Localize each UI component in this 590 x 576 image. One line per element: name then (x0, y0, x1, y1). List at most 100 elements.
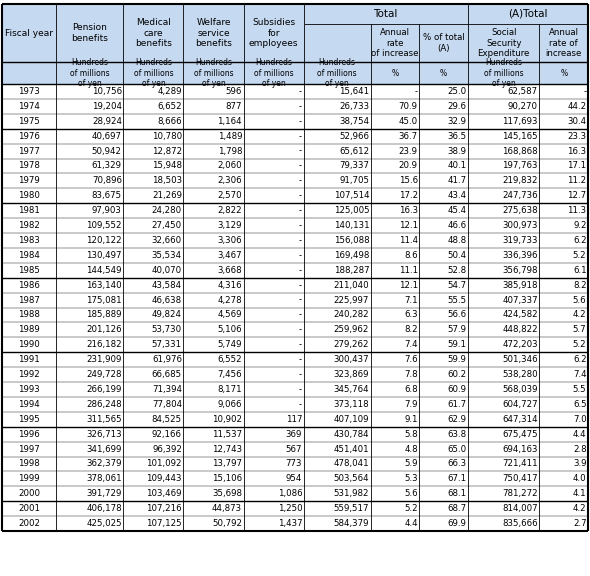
Bar (304, 293, 371, 308)
Text: Hundreds
of millions
of yen: Hundreds of millions of yen (133, 58, 173, 88)
Bar (2, 203, 56, 218)
Bar (419, 486, 468, 501)
Bar (183, 397, 244, 412)
Text: Hundreds
of millions
of yen: Hundreds of millions of yen (70, 58, 110, 88)
Text: 10,780: 10,780 (152, 132, 182, 141)
Text: 391,729: 391,729 (87, 489, 122, 498)
Text: 15,641: 15,641 (339, 87, 369, 96)
Text: 5.8: 5.8 (404, 430, 418, 439)
Bar (123, 84, 183, 99)
Bar (468, 471, 539, 486)
Bar (468, 114, 539, 128)
Bar (123, 248, 183, 263)
Text: 52,966: 52,966 (339, 132, 369, 141)
Text: 4.8: 4.8 (404, 445, 418, 453)
Text: -: - (299, 400, 302, 409)
Bar (419, 338, 468, 352)
Bar (183, 233, 244, 248)
Bar (304, 203, 371, 218)
Text: 1988: 1988 (18, 310, 40, 320)
Text: 8.6: 8.6 (404, 251, 418, 260)
Text: 52.8: 52.8 (447, 266, 466, 275)
Bar (244, 218, 304, 233)
Text: 12,743: 12,743 (212, 445, 242, 453)
Text: 1975: 1975 (18, 117, 40, 126)
Text: 16.3: 16.3 (399, 206, 418, 215)
Bar (244, 471, 304, 486)
Text: 40,070: 40,070 (152, 266, 182, 275)
Bar (539, 442, 588, 457)
Bar (371, 457, 419, 471)
Bar (371, 442, 419, 457)
Text: 23.3: 23.3 (568, 132, 586, 141)
Bar (468, 412, 539, 427)
Bar (419, 143, 468, 158)
Text: 20.9: 20.9 (399, 161, 418, 170)
Bar (56, 278, 123, 293)
Bar (419, 352, 468, 367)
Bar (123, 471, 183, 486)
Bar (304, 24, 371, 62)
Bar (2, 263, 56, 278)
Text: 90,270: 90,270 (508, 102, 538, 111)
Text: 63.8: 63.8 (447, 430, 466, 439)
Bar (539, 486, 588, 501)
Bar (304, 114, 371, 128)
Bar (419, 278, 468, 293)
Bar (468, 62, 539, 84)
Bar (371, 158, 419, 173)
Text: 5,106: 5,106 (218, 325, 242, 334)
Bar (123, 367, 183, 382)
Text: -: - (584, 87, 586, 96)
Text: 59.9: 59.9 (447, 355, 466, 364)
Text: 336,396: 336,396 (503, 251, 538, 260)
Bar (468, 203, 539, 218)
Text: 107,125: 107,125 (146, 519, 182, 528)
Text: 156,088: 156,088 (333, 236, 369, 245)
Text: % of total
(A): % of total (A) (422, 33, 464, 52)
Text: 168,868: 168,868 (502, 146, 538, 156)
Text: -: - (299, 102, 302, 111)
Bar (244, 278, 304, 293)
Text: 11.1: 11.1 (399, 266, 418, 275)
Text: 97,903: 97,903 (92, 206, 122, 215)
Text: 1974: 1974 (18, 102, 40, 111)
Text: 430,784: 430,784 (333, 430, 369, 439)
Text: 1984: 1984 (18, 251, 40, 260)
Text: 211,040: 211,040 (333, 281, 369, 290)
Bar (304, 352, 371, 367)
Text: 1999: 1999 (18, 475, 40, 483)
Text: 1,086: 1,086 (277, 489, 302, 498)
Text: 3.9: 3.9 (573, 460, 586, 468)
Bar (468, 99, 539, 114)
Text: %: % (440, 69, 447, 78)
Text: 8,171: 8,171 (218, 385, 242, 394)
Text: 326,713: 326,713 (86, 430, 122, 439)
Bar (539, 62, 588, 84)
Text: 2,822: 2,822 (218, 206, 242, 215)
Text: 57.9: 57.9 (447, 325, 466, 334)
Text: 83,675: 83,675 (91, 191, 122, 200)
Text: 750,417: 750,417 (502, 475, 538, 483)
Text: 6,652: 6,652 (158, 102, 182, 111)
Bar (539, 203, 588, 218)
Bar (304, 471, 371, 486)
Bar (123, 128, 183, 143)
Text: -: - (299, 266, 302, 275)
Text: 1980: 1980 (18, 191, 40, 200)
Bar (468, 516, 539, 531)
Text: 12,872: 12,872 (152, 146, 182, 156)
Text: 1981: 1981 (18, 206, 40, 215)
Bar (468, 382, 539, 397)
Bar (304, 233, 371, 248)
Text: 311,565: 311,565 (86, 415, 122, 424)
Text: 567: 567 (286, 445, 302, 453)
Bar (183, 188, 244, 203)
Bar (371, 338, 419, 352)
Bar (123, 486, 183, 501)
Text: 46,638: 46,638 (152, 295, 182, 305)
Bar (468, 278, 539, 293)
Text: 4,569: 4,569 (218, 310, 242, 320)
Bar (56, 143, 123, 158)
Text: 584,379: 584,379 (334, 519, 369, 528)
